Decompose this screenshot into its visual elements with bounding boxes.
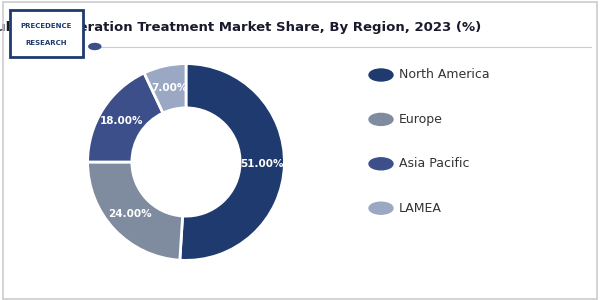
Text: PRECEDENCE: PRECEDENCE (20, 23, 72, 29)
Circle shape (369, 202, 393, 214)
Text: 7.00%: 7.00% (151, 82, 188, 93)
Text: 51.00%: 51.00% (241, 159, 284, 170)
Wedge shape (88, 162, 182, 260)
Text: North America: North America (399, 68, 490, 82)
Text: Europe: Europe (399, 113, 443, 126)
Text: 18.00%: 18.00% (100, 116, 143, 126)
FancyBboxPatch shape (10, 10, 83, 57)
Text: Asia Pacific: Asia Pacific (399, 157, 470, 170)
Wedge shape (88, 73, 163, 162)
Wedge shape (144, 64, 186, 113)
Text: LAMEA: LAMEA (399, 202, 442, 215)
Circle shape (369, 113, 393, 125)
Text: Age-related Macular Degeneration Treatment Market Share, By Region, 2023 (%): Age-related Macular Degeneration Treatme… (0, 21, 481, 34)
Circle shape (369, 158, 393, 170)
Text: RESEARCH: RESEARCH (25, 40, 67, 46)
Text: 24.00%: 24.00% (109, 209, 152, 219)
Wedge shape (180, 64, 284, 260)
Circle shape (369, 69, 393, 81)
